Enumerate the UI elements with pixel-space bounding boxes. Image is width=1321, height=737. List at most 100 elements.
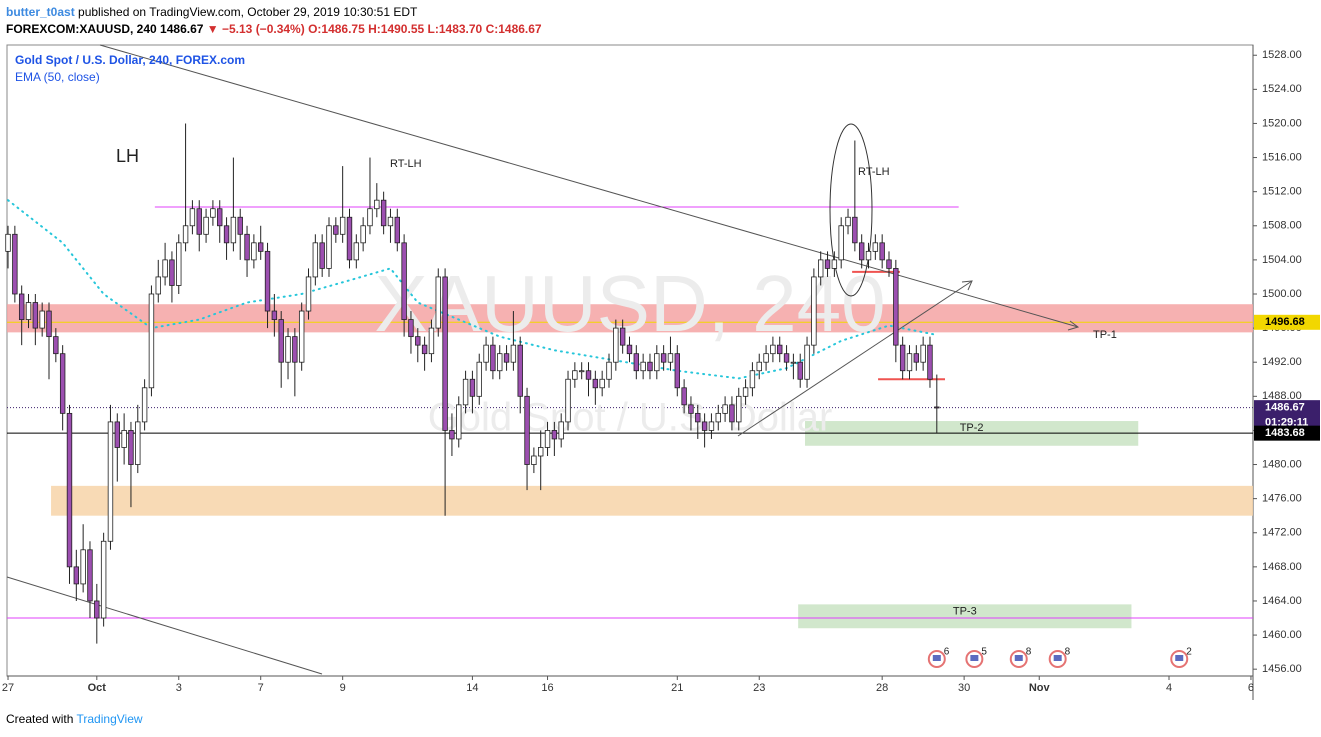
candle-body bbox=[339, 216, 346, 235]
candle-body bbox=[626, 344, 633, 355]
y-tick-label: 1480.00 bbox=[1262, 458, 1302, 470]
x-tick-label: 30 bbox=[958, 682, 970, 694]
candle-body bbox=[879, 242, 885, 261]
candle-body bbox=[59, 353, 66, 414]
candle-body bbox=[107, 421, 114, 542]
candle-body bbox=[305, 276, 312, 312]
x-tick-label: 21 bbox=[671, 682, 683, 694]
candle-body bbox=[449, 430, 455, 440]
candle-body bbox=[12, 233, 18, 295]
y-tick-label: 1520.00 bbox=[1262, 117, 1302, 129]
y-tick-label: 1508.00 bbox=[1262, 220, 1302, 232]
candle-body bbox=[858, 242, 865, 261]
candle-body bbox=[189, 208, 196, 227]
y-tick-label: 1472.00 bbox=[1262, 527, 1302, 539]
y-tick-label: 1504.00 bbox=[1262, 254, 1302, 266]
candle-body bbox=[148, 293, 155, 389]
candle-body bbox=[920, 344, 926, 363]
annotation: RT-LH bbox=[390, 158, 422, 170]
candle-body bbox=[196, 208, 202, 235]
candle-body bbox=[722, 404, 728, 414]
candle-body bbox=[298, 310, 305, 363]
candle-body bbox=[421, 344, 428, 355]
candle-body bbox=[572, 370, 578, 380]
event-flag bbox=[970, 655, 979, 661]
zone-label: TP-2 bbox=[960, 422, 984, 434]
last: 1486.67 bbox=[160, 22, 204, 36]
trendline bbox=[6, 576, 323, 675]
candle-body bbox=[797, 361, 803, 380]
annotation: LH bbox=[116, 146, 139, 166]
symbol-line: FOREXCOM:XAUUSD, 240 1486.67 ▼ −5.13 (−0… bbox=[6, 22, 542, 36]
y-tick-label: 1488.00 bbox=[1262, 390, 1302, 402]
candle-body bbox=[333, 225, 339, 235]
author[interactable]: butter_t0ast bbox=[6, 5, 75, 19]
candle-body bbox=[264, 250, 271, 312]
x-tick-label: 4 bbox=[1166, 682, 1172, 694]
candle-body bbox=[292, 336, 298, 363]
candle-body bbox=[619, 327, 626, 346]
candle-body bbox=[660, 353, 667, 363]
candle-body bbox=[18, 293, 25, 320]
candle-body bbox=[176, 242, 182, 286]
zone bbox=[51, 485, 1253, 516]
candle-body bbox=[804, 344, 810, 380]
footer: Created with TradingView bbox=[6, 712, 143, 726]
event-flag bbox=[1053, 655, 1062, 661]
candle-body bbox=[818, 259, 824, 278]
candle-body bbox=[497, 353, 503, 372]
y-tick-label: 1500.00 bbox=[1262, 288, 1302, 300]
indicator-legend: EMA (50, close) bbox=[15, 70, 100, 84]
candle-body bbox=[633, 353, 640, 372]
annotation: TP-1 bbox=[1093, 329, 1117, 341]
zone bbox=[7, 304, 1253, 333]
price-label: 1486.67 bbox=[1265, 402, 1305, 414]
x-tick-label: 9 bbox=[340, 682, 346, 694]
publish-line: butter_t0ast published on TradingView.co… bbox=[6, 5, 417, 19]
candle-body bbox=[462, 378, 469, 406]
candle-body bbox=[852, 216, 858, 244]
symbol: FOREXCOM:XAUUSD, 240 bbox=[6, 22, 157, 36]
candle-body bbox=[531, 455, 537, 465]
candle-body bbox=[749, 370, 756, 389]
candle-body bbox=[387, 216, 394, 227]
candle-body bbox=[538, 447, 544, 457]
created: Created with bbox=[6, 712, 74, 726]
candle-body bbox=[783, 353, 790, 363]
x-tick-label: 14 bbox=[466, 682, 478, 694]
candle-body bbox=[729, 404, 735, 423]
candle-body bbox=[483, 344, 489, 363]
high: H:1490.55 bbox=[368, 22, 425, 36]
candle-body bbox=[899, 344, 906, 372]
candle-body bbox=[811, 276, 817, 346]
candle-body bbox=[121, 430, 127, 448]
y-tick-label: 1528.00 bbox=[1262, 49, 1302, 61]
candle-body bbox=[736, 395, 742, 423]
candle-body bbox=[469, 378, 476, 397]
candle-body bbox=[510, 344, 517, 363]
candle-body bbox=[927, 344, 933, 380]
candle-body bbox=[319, 242, 325, 269]
candle-body bbox=[435, 276, 441, 329]
candle-body bbox=[25, 302, 32, 320]
candle-body bbox=[258, 242, 264, 252]
candle-body bbox=[237, 216, 243, 235]
candle-body bbox=[230, 216, 237, 244]
candle-body bbox=[756, 361, 762, 372]
x-tick-label: 16 bbox=[541, 682, 553, 694]
candle-body bbox=[654, 353, 660, 372]
candle-body bbox=[886, 259, 892, 269]
candle-body bbox=[53, 336, 59, 355]
candle-body bbox=[606, 361, 612, 380]
candle-body bbox=[715, 412, 721, 423]
candle-body bbox=[401, 242, 407, 320]
candle-body bbox=[367, 208, 373, 227]
candle-body bbox=[647, 361, 653, 372]
candle-body bbox=[182, 225, 189, 244]
candle-body bbox=[353, 242, 360, 261]
candle-body bbox=[394, 216, 400, 244]
x-tick-label: 6 bbox=[1248, 682, 1254, 694]
candle-body bbox=[838, 225, 844, 261]
brand[interactable]: TradingView bbox=[76, 712, 143, 726]
